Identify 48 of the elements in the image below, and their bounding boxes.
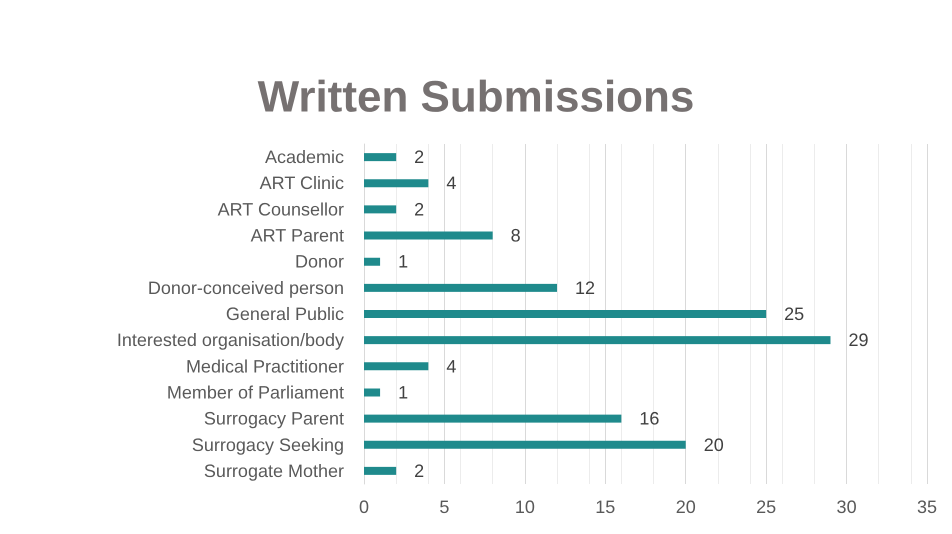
bar <box>364 232 493 240</box>
x-tick-label: 10 <box>514 497 535 517</box>
y-tick-label: ART Counsellor <box>218 199 344 220</box>
y-tick-label: Donor <box>294 252 344 272</box>
bar <box>364 258 380 266</box>
data-label: 2 <box>414 199 424 220</box>
y-tick-label: Surrogacy Parent <box>204 408 344 429</box>
y-tick-label: Interested organisation/body <box>116 330 344 350</box>
data-label: 8 <box>510 226 521 246</box>
data-label: 2 <box>414 147 424 168</box>
x-tick-label: 5 <box>439 497 450 517</box>
x-tick-label: 0 <box>358 497 370 517</box>
y-tick-label: ART Clinic <box>260 173 344 194</box>
x-tick-label: 15 <box>595 497 616 517</box>
data-label: 12 <box>575 278 596 298</box>
y-tick-label: Medical Practitioner <box>186 356 344 376</box>
x-tick-label: 25 <box>756 497 776 517</box>
data-label: 29 <box>848 330 869 350</box>
data-label: 20 <box>704 434 724 455</box>
bar <box>364 310 766 318</box>
data-label: 4 <box>446 356 456 376</box>
data-label: 25 <box>784 304 804 324</box>
bar <box>364 440 686 449</box>
y-tick-label: General Public <box>226 304 344 324</box>
bar <box>364 179 428 188</box>
bar <box>364 336 830 344</box>
x-tick-label: 30 <box>836 497 857 517</box>
bar <box>364 284 558 292</box>
y-tick-label: Academic <box>264 147 344 168</box>
data-label: 16 <box>639 408 660 429</box>
x-tick-label: 35 <box>916 497 938 517</box>
bar <box>364 388 380 396</box>
y-tick-label: Member of Parliament <box>166 382 344 402</box>
bar <box>364 153 396 162</box>
bar <box>364 205 396 214</box>
chart-title: Written Submissions <box>258 72 694 122</box>
bar <box>364 362 428 370</box>
data-label: 2 <box>414 460 424 481</box>
y-tick-label: Surrogate Mother <box>204 460 344 481</box>
data-label: 1 <box>398 382 408 402</box>
y-tick-label: Donor-conceived person <box>148 278 344 298</box>
data-label: 1 <box>398 252 408 272</box>
y-tick-label: ART Parent <box>250 226 344 246</box>
bar <box>364 466 396 475</box>
bar <box>364 414 622 423</box>
x-tick-label: 20 <box>676 497 696 517</box>
y-tick-label: Surrogacy Seeking <box>192 434 344 455</box>
data-label: 4 <box>446 173 456 194</box>
